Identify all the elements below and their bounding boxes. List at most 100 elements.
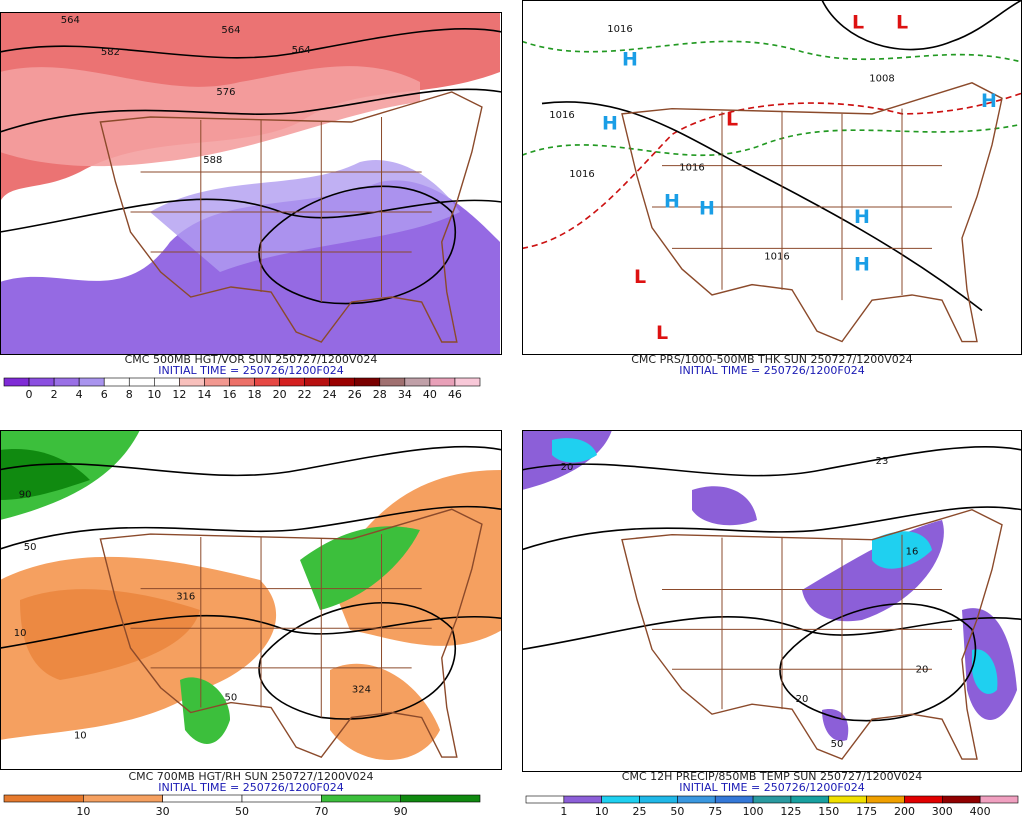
map-label: 1016: [549, 110, 574, 121]
map-label: 316: [176, 592, 195, 603]
geography: [0, 28, 502, 343]
map-label: 1016: [569, 169, 594, 180]
caption: CMC 500MB HGT/VOR SUN 250727/1200V024: [125, 353, 378, 366]
map-label: 582: [101, 47, 120, 58]
shaded-region: [692, 486, 757, 526]
colorbar-label: 30: [156, 805, 170, 818]
initial-time: INITIAL TIME = 250726/1200F024: [679, 364, 864, 377]
shaded-region: [0, 449, 90, 500]
colorbar-swatch: [28, 377, 55, 387]
map-area: 564 564 576 564 588 582: [0, 12, 502, 355]
colorbar-swatch: [229, 377, 255, 387]
colorbar-swatch: [128, 377, 155, 387]
map-panel: 20 20 23 16 20 50: [522, 430, 1022, 772]
map-label: 16: [906, 547, 919, 558]
caption: CMC 12H PRECIP/850MB TEMP SUN 250727/120…: [622, 770, 922, 783]
colorbar-label: 28: [373, 388, 387, 401]
map-frame: [0, 12, 502, 355]
colorbar-swatch: [404, 377, 431, 387]
colorbar-label: 70: [314, 805, 328, 818]
map-label: H: [622, 49, 638, 71]
contour: [522, 92, 1022, 250]
colorbar-swatch: [204, 377, 230, 387]
contour: [0, 445, 502, 477]
colorbar-swatch: [254, 377, 280, 387]
colorbar-label: 25: [633, 805, 647, 818]
country-border: [621, 509, 1003, 760]
map-label: H: [602, 113, 618, 135]
geography: [522, 0, 1022, 343]
map-label: 324: [352, 685, 371, 696]
colorbar-label: 10: [595, 805, 609, 818]
colorbar-swatch: [3, 377, 30, 387]
map-label: 564: [292, 45, 311, 56]
map-label: 23: [876, 456, 889, 467]
colorbar-swatch: [429, 377, 456, 387]
colorbar-label: 90: [394, 805, 408, 818]
colorbar-label: 34: [398, 388, 412, 401]
colorbar-label: 0: [26, 388, 33, 401]
contour: [779, 603, 977, 722]
map-background: [522, 0, 1022, 355]
colorbar-label: 1: [560, 805, 567, 818]
map-label: H: [699, 198, 715, 220]
shaded-region: [150, 160, 460, 272]
colorbar-label: 26: [348, 388, 362, 401]
contour: [522, 506, 1022, 551]
colorbar-swatch: [639, 795, 678, 804]
initial-time: INITIAL TIME = 250726/1200F024: [158, 364, 343, 377]
map-label: 1016: [679, 163, 704, 174]
shaded-region: [330, 470, 502, 646]
colorbar-label: 75: [708, 805, 722, 818]
map-label: L: [726, 109, 738, 131]
colorbar-swatch: [752, 795, 792, 804]
map-frame: [522, 0, 1022, 355]
initial-time: INITIAL TIME = 250726/1200F024: [679, 781, 864, 794]
shaded-region: [552, 438, 597, 463]
colorbar-swatch: [904, 795, 943, 804]
colorbar-swatch: [321, 794, 401, 803]
map-label: 10: [74, 730, 87, 741]
colorbar-label: 40: [423, 388, 437, 401]
contour: [821, 0, 1022, 51]
colorbar-swatch: [279, 377, 305, 387]
colorbar-swatch: [179, 377, 205, 387]
map-label: 20: [796, 694, 809, 705]
map-label: 1008: [869, 74, 894, 85]
colorbar-label: 22: [298, 388, 312, 401]
colorbar-swatch: [241, 794, 322, 803]
colorbar-swatch: [103, 377, 130, 387]
shaded-region: [180, 677, 230, 744]
colorbar-label: 10: [76, 805, 90, 818]
colorbar-label: 20: [273, 388, 287, 401]
country-border: [99, 91, 483, 343]
contour: [522, 123, 1022, 157]
colorbar-label: 14: [197, 388, 211, 401]
map-label: L: [852, 11, 864, 33]
colorbar-label: 18: [248, 388, 262, 401]
colorbar-label: 12: [172, 388, 186, 401]
colorbar-swatch: [379, 377, 406, 387]
map-area: 10 50 90 50 10 316 324: [0, 430, 502, 770]
map-panel: 10 50 90 50 10 316 324: [0, 430, 502, 770]
map-background: [522, 430, 1022, 772]
colorbar-swatch: [78, 377, 105, 387]
map-label: 576: [216, 87, 235, 98]
colorbar-label: 10: [147, 388, 161, 401]
colorbar-swatch: [329, 377, 356, 387]
colorbar-swatch: [790, 795, 830, 804]
colorbar-label: 24: [323, 388, 337, 401]
map-label: L: [896, 11, 908, 33]
contour: [0, 28, 502, 59]
shaded-region: [972, 649, 998, 694]
contour: [522, 40, 1022, 63]
colorbar-label: 8: [126, 388, 133, 401]
colorbar-swatch: [3, 794, 84, 803]
colorbar-swatch: [83, 794, 163, 803]
colorbar-swatch: [828, 795, 867, 804]
colorbar-swatch: [714, 795, 754, 804]
colorbar-label: 125: [780, 805, 801, 818]
